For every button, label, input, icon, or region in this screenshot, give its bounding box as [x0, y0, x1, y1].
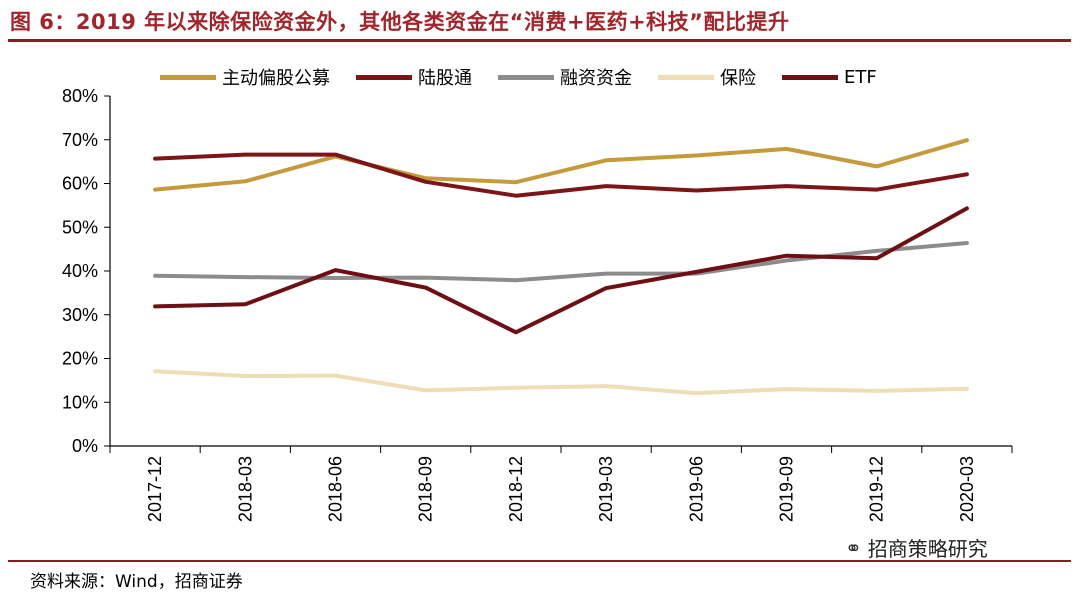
legend-swatch	[498, 74, 554, 80]
legend-label: 主动偏股公募	[222, 68, 330, 89]
x-tick-label: 2019-09	[777, 456, 797, 522]
y-tick-label: 0%	[72, 436, 98, 456]
legend-item: 陆股通	[356, 64, 472, 90]
x-tick-label: 2018-03	[235, 456, 255, 522]
y-tick-label: 30%	[62, 305, 98, 325]
legend-swatch	[658, 74, 714, 80]
wechat-icon: ⚭	[845, 535, 862, 560]
watermark: ⚭ 招商策略研究	[845, 533, 988, 562]
series-line	[153, 369, 969, 396]
series-line	[153, 138, 969, 192]
series-line	[153, 241, 969, 283]
series-line	[153, 206, 969, 335]
x-tick-label: 2019-12	[867, 456, 887, 522]
x-tick-label: 2019-03	[596, 456, 616, 522]
x-tick-label: 2018-06	[326, 456, 346, 522]
chart-legend: 主动偏股公募 陆股通 融资资金 保险 ETF	[160, 64, 903, 90]
y-tick-label: 40%	[62, 261, 98, 281]
series-line	[153, 152, 969, 198]
legend-label: ETF	[844, 66, 877, 88]
legend-label: 融资资金	[560, 68, 632, 89]
y-tick-label: 70%	[62, 130, 98, 150]
x-tick-label: 2018-09	[416, 456, 436, 522]
x-tick-label: 2017-12	[145, 456, 165, 522]
y-tick-label: 20%	[62, 349, 98, 369]
watermark-text: 招商策略研究	[867, 537, 988, 561]
legend-item: 主动偏股公募	[160, 64, 330, 90]
chart-title: 图 6：2019 年以来除保险资金外，其他各类资金在“消费+医药+科技”配比提升	[10, 10, 790, 34]
legend-label: 保险	[720, 68, 756, 89]
legend-swatch	[160, 74, 216, 80]
y-tick-label: 60%	[62, 174, 98, 194]
legend-swatch	[782, 74, 838, 80]
legend-item: 保险	[658, 64, 756, 90]
legend-item: ETF	[782, 67, 877, 88]
x-tick-label: 2018-12	[506, 456, 526, 522]
y-tick-label: 10%	[62, 392, 98, 412]
y-tick-label: 50%	[62, 217, 98, 237]
y-tick-label: 80%	[62, 86, 98, 106]
legend-swatch	[356, 74, 412, 80]
footer-divider	[8, 560, 1071, 562]
x-tick-label: 2019-06	[686, 456, 706, 522]
title-divider	[8, 39, 1071, 42]
legend-label: 陆股通	[418, 68, 472, 89]
x-tick-label: 2020-03	[957, 456, 977, 522]
source-note: 资料来源：Wind，招商证券	[30, 572, 243, 592]
legend-item: 融资资金	[498, 64, 632, 90]
